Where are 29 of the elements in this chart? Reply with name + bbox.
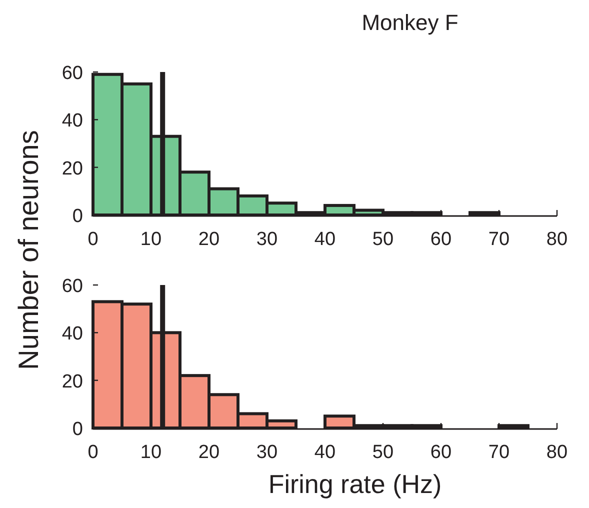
x-tick-label: 40 xyxy=(314,229,336,250)
x-axis-title: Firing rate (Hz) xyxy=(268,469,442,499)
x-tick-label: 80 xyxy=(546,442,568,463)
x-tick-label: 30 xyxy=(256,229,278,250)
x-tick-label: 40 xyxy=(314,442,336,463)
x-tick-label: 0 xyxy=(88,442,98,463)
y-tick-label: 0 xyxy=(72,419,83,440)
x-tick-label: 70 xyxy=(488,442,510,463)
chart-title: Monkey F xyxy=(362,10,458,35)
x-tick-label: 80 xyxy=(546,229,568,250)
y-tick-label: 60 xyxy=(62,276,83,297)
x-tick-label: 10 xyxy=(140,442,162,463)
x-tick-label: 0 xyxy=(88,229,98,250)
x-tick-label: 20 xyxy=(198,442,220,463)
y-tick-label: 20 xyxy=(62,158,83,180)
y-tick-label: 60 xyxy=(62,63,83,84)
y-tick-label: 0 xyxy=(72,206,83,227)
y-tick-label: 20 xyxy=(62,371,83,392)
y-tick-label: 40 xyxy=(62,110,83,132)
x-tick-label: 50 xyxy=(372,442,394,463)
x-tick-label: 60 xyxy=(430,229,452,250)
x-tick-label: 70 xyxy=(488,229,510,250)
y-tick-label: 40 xyxy=(62,324,83,345)
x-tick-label: 20 xyxy=(198,229,220,250)
x-tick-label: 30 xyxy=(256,442,278,463)
x-tick-label: 60 xyxy=(430,442,452,463)
x-tick-label: 50 xyxy=(372,229,394,250)
x-tick-label: 10 xyxy=(140,229,162,250)
y-axis-title: Number of neurons xyxy=(13,130,44,370)
